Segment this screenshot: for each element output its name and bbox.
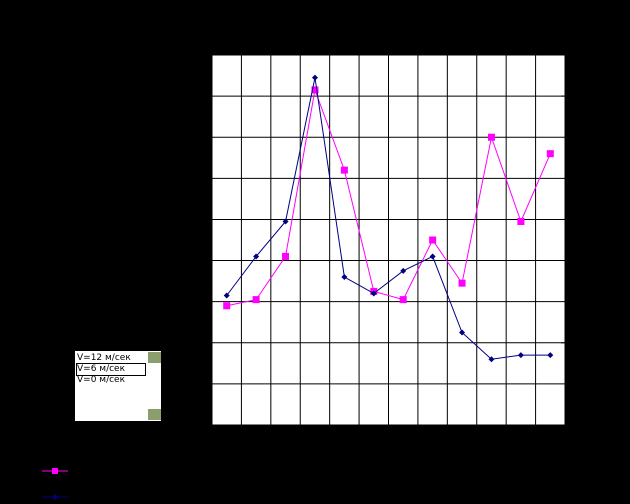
data-point xyxy=(546,150,554,158)
data-point xyxy=(487,133,495,141)
data-point xyxy=(429,253,436,260)
data-point xyxy=(517,218,525,225)
series-line-2 xyxy=(226,77,551,360)
data-point xyxy=(370,290,377,297)
listbox-scrollbar[interactable] xyxy=(148,351,161,421)
data-point xyxy=(311,74,318,81)
scroll-down-button[interactable] xyxy=(148,409,161,420)
legend-entry-series-1 xyxy=(42,468,68,474)
list-item-selected[interactable]: V=6 м/сек xyxy=(76,363,146,376)
series-listbox[interactable]: V=12 м/сек V=6 м/сек V=0 м/сек xyxy=(75,351,161,421)
data-point xyxy=(488,356,495,363)
bottom-legend xyxy=(42,468,68,500)
series-layer xyxy=(223,74,554,363)
data-point xyxy=(253,253,260,260)
scroll-up-button[interactable] xyxy=(148,352,161,363)
data-point xyxy=(282,218,289,225)
data-point xyxy=(341,274,348,280)
list-item[interactable]: V=0 м/сек xyxy=(77,375,126,385)
data-point xyxy=(340,166,348,174)
data-point xyxy=(459,329,466,336)
series-line-1 xyxy=(226,88,551,307)
data-point xyxy=(282,252,290,260)
legend-marker-diamond xyxy=(52,494,58,500)
grid-lines xyxy=(212,55,565,425)
data-point xyxy=(252,296,260,304)
data-point xyxy=(223,302,231,310)
data-point xyxy=(223,292,230,299)
data-point xyxy=(429,236,437,244)
right-axis-ticks xyxy=(561,95,565,344)
legend-entry-series-2 xyxy=(42,494,68,500)
data-point xyxy=(311,86,319,94)
data-point xyxy=(517,352,524,359)
data-point xyxy=(399,296,407,304)
legend-marker-square xyxy=(52,468,58,474)
data-point xyxy=(400,267,407,274)
data-point xyxy=(547,352,554,359)
data-point xyxy=(458,279,466,287)
list-item[interactable]: V=12 м/сек xyxy=(77,353,131,363)
